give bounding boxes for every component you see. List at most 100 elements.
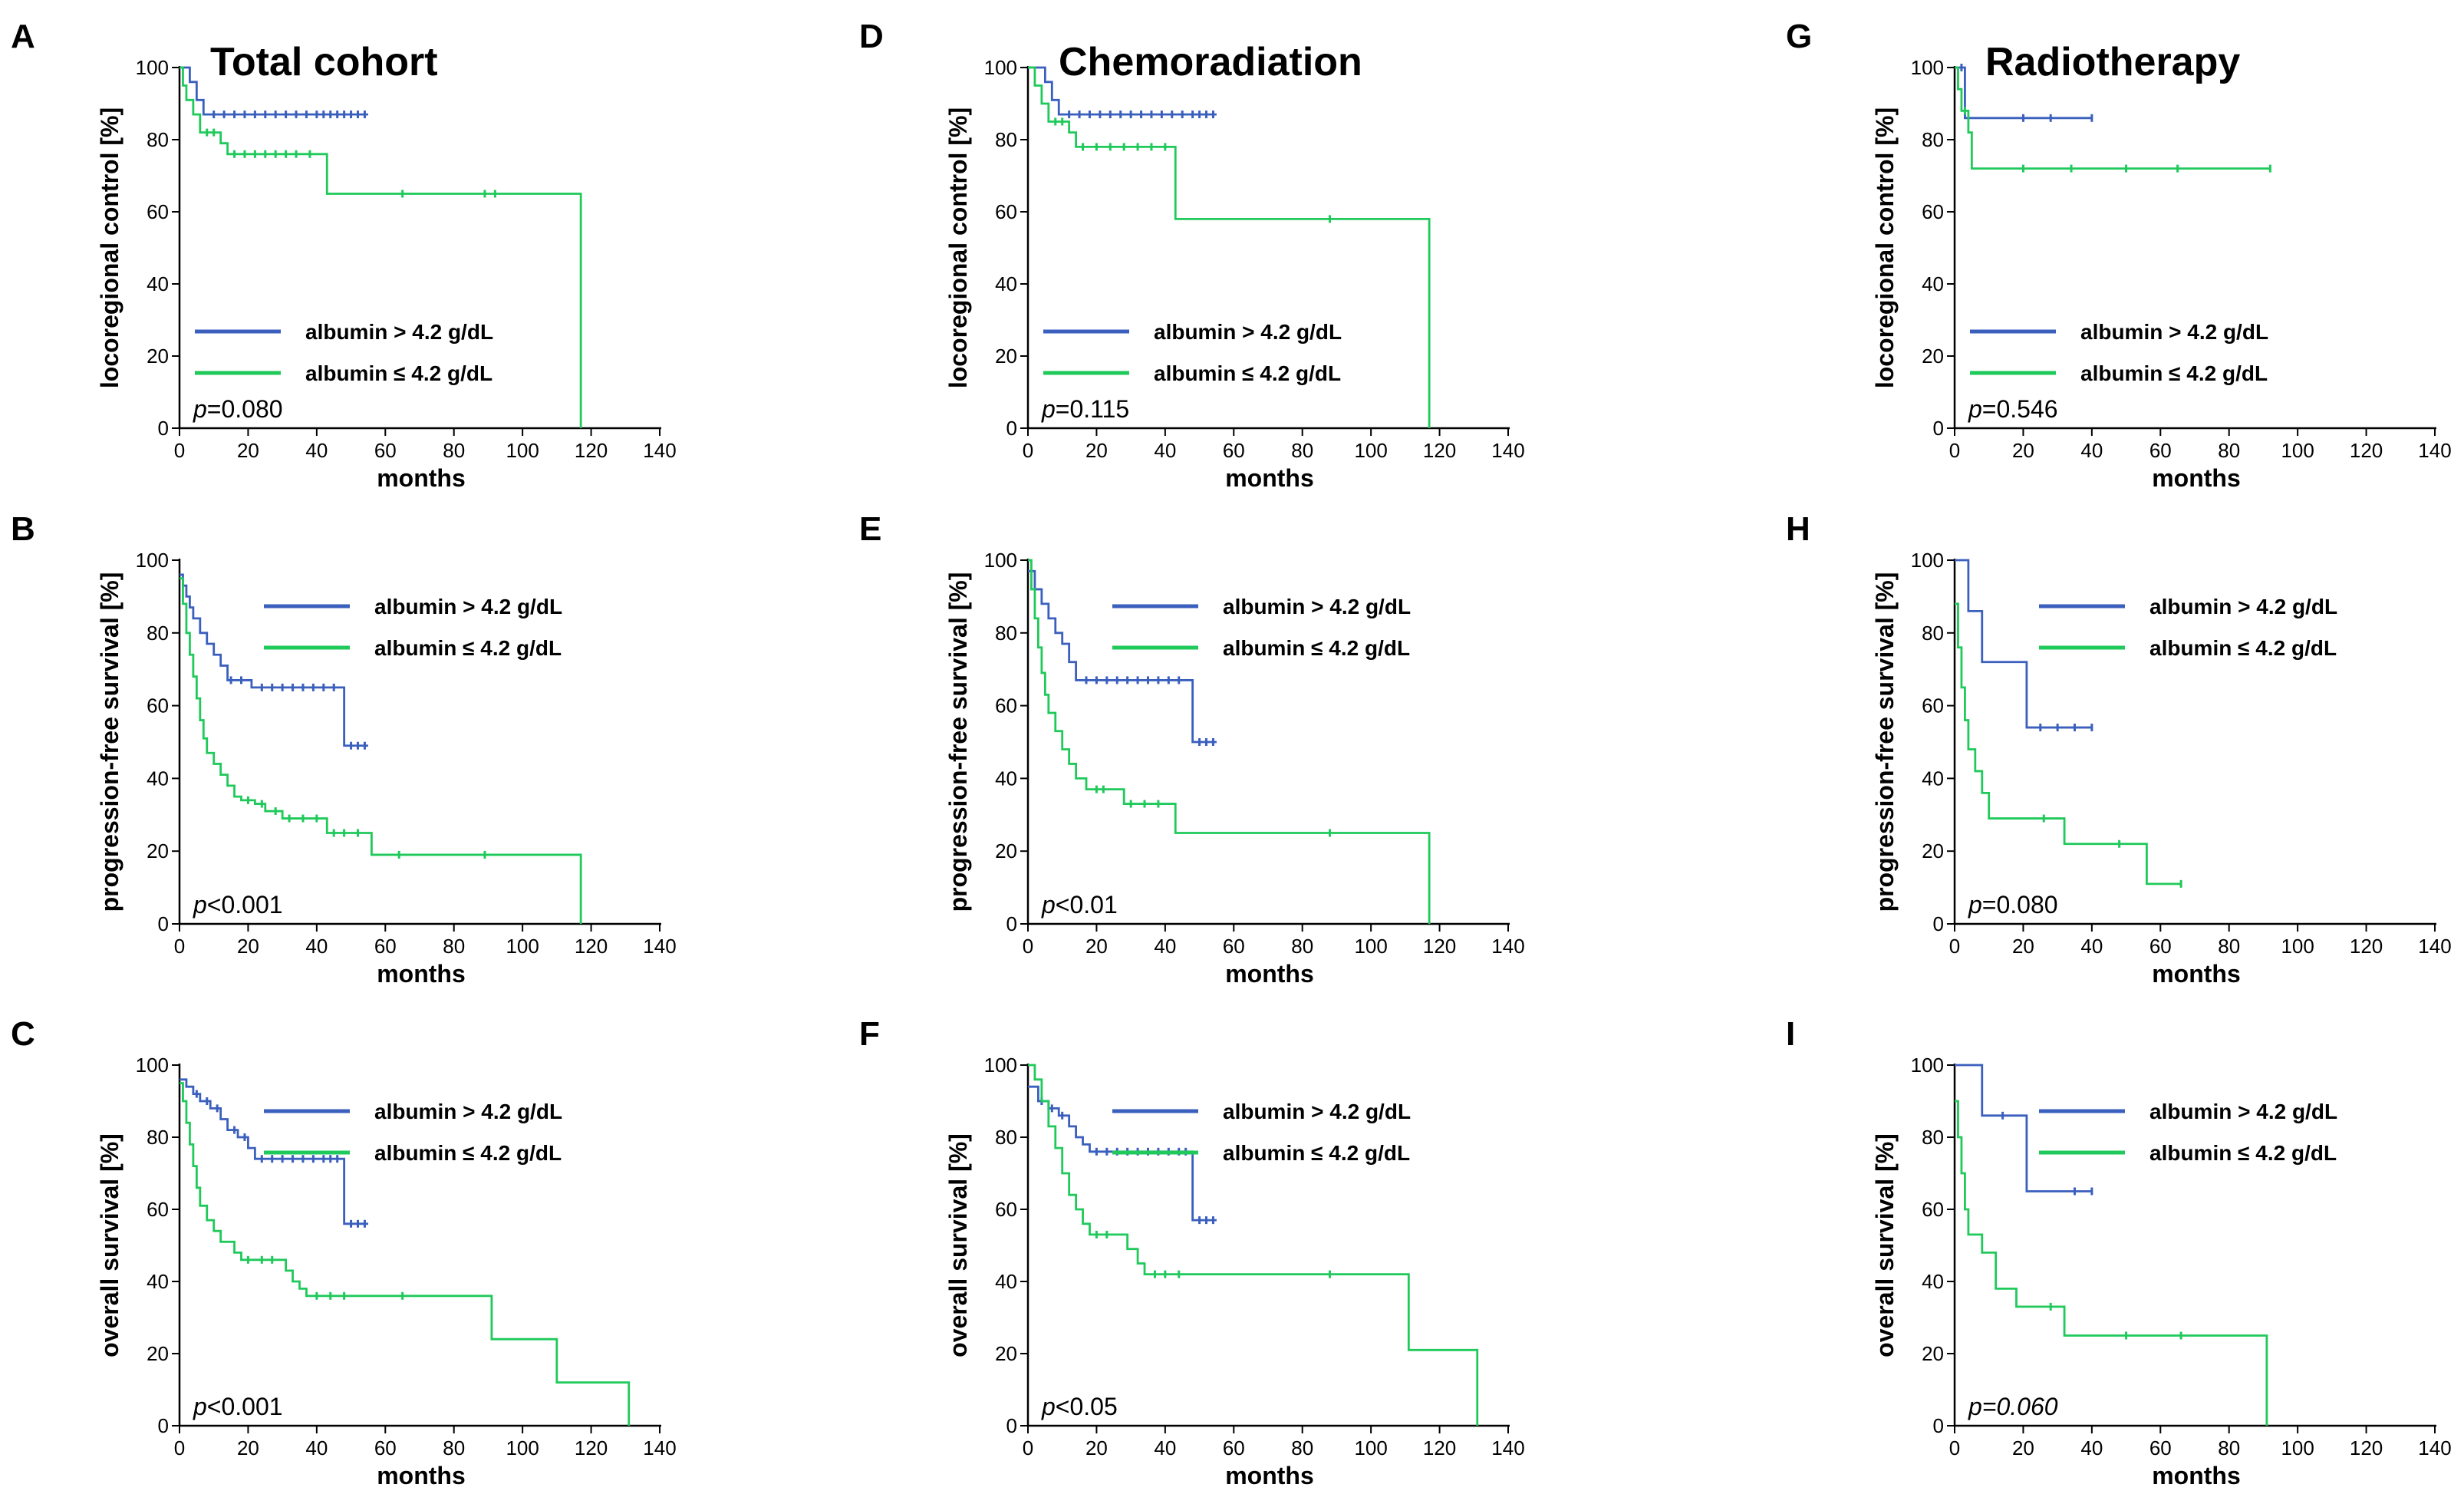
panel-e-legend: albumin > 4.2 g/dL albumin ≤ 4.2 g/dL [1112,595,1411,660]
panel-f-p-value: p<0.05 [1041,1393,1118,1420]
panel-d-y-tick-label: 0 [1006,417,1017,440]
panel-d-p-value: p=0.115 [1041,395,1129,423]
panel-b-x-tick-label: 140 [643,935,676,958]
panel-a-x-tick-label: 0 [174,439,185,462]
panel-f-x-tick-label: 60 [1223,1436,1245,1459]
panel-b-p-value: p<0.001 [193,891,283,919]
panel-g-p-value: p=0.546 [1968,395,2058,423]
panel-b-x-label: months [377,960,466,988]
panel-a-x-label: months [377,464,466,492]
panel-i-y-tick-label: 20 [1922,1342,1944,1365]
panel-g-y-tick-label: 100 [1911,56,1944,79]
panel-c-series-low-albumin-curve [180,1082,631,1426]
panel-e-y-tick-label: 0 [1006,912,1017,935]
panel-e-x-tick-label: 0 [1023,935,1033,958]
panel-g-legend-label-high: albumin > 4.2 g/dL [2080,320,2268,344]
panel-b-x-tick-label: 60 [374,935,397,958]
panel-g-x-label: months [2152,464,2241,492]
panel-c-x-tick-label: 60 [374,1436,397,1459]
panel-i-legend: albumin > 4.2 g/dL albumin ≤ 4.2 g/dL [2039,1100,2337,1165]
panel-f-y-label: overall survival [%] [944,1133,972,1357]
panel-e-x-tick-label: 120 [1423,935,1456,958]
panel-f-y-tick-label: 100 [984,1054,1017,1077]
panel-e-x-tick-label: 20 [1085,935,1108,958]
panel-g-legend-label-low: albumin ≤ 4.2 g/dL [2080,361,2268,385]
panel-g: G Radiotherapy 0 20 40 60 80 100 120 140 0 20 40 60 80… [1786,18,2452,492]
panel-e-series-low-albumin-curve [1028,559,1431,924]
panel-c-x-tick-label: 20 [237,1436,259,1459]
panel-h-x-tick-label: 140 [2418,935,2451,958]
panel-i-y-tick-label: 60 [1922,1198,1944,1221]
panel-h-y-tick-label: 100 [1911,549,1944,572]
panel-a-y-tick-label: 60 [147,200,169,223]
panel-h-x-tick-label: 20 [2012,935,2034,958]
panel-d-x-tick-label: 140 [1491,439,1524,462]
panel-d-x-tick-label: 40 [1154,439,1176,462]
panel-d-y-tick-label: 100 [984,56,1017,79]
panel-i-y-tick-label: 80 [1922,1126,1944,1149]
panel-d-x-tick-label: 60 [1223,439,1245,462]
panel-e-x-label: months [1225,960,1314,988]
panel-a-p-value: p=0.080 [193,395,283,423]
panel-b-x-tick-label: 80 [443,935,465,958]
panel-d-x-label: months [1225,464,1314,492]
panel-a-x-tick-label: 140 [643,439,676,462]
panel-g-y-tick-label: 80 [1922,128,1944,151]
panel-d-title: Chemoradiation [1059,40,1362,84]
panel-b-series-low-albumin-curve [180,577,582,924]
panel-d-x-tick-label: 100 [1354,439,1387,462]
panel-h-x-tick-label: 40 [2080,935,2103,958]
panel-h-x-tick-label: 120 [2350,935,2383,958]
panel-d-x-tick-label: 80 [1291,439,1313,462]
panel-f-series-low-albumin-curve [1028,1064,1479,1426]
panel-h-x-tick-label: 60 [2149,935,2172,958]
panel-e-y-tick-label: 40 [995,767,1017,790]
panel-g-letter: G [1786,18,1812,55]
panel-e-p-value: p<0.01 [1041,891,1118,919]
panel-f-x-tick-label: 120 [1423,1436,1456,1459]
panel-f-x-tick-label: 140 [1491,1436,1524,1459]
panel-h-legend: albumin > 4.2 g/dL albumin ≤ 4.2 g/dL [2039,595,2337,660]
panel-i-x-tick-label: 0 [1949,1436,1960,1459]
panel-a: A Total cohort 0 20 40 60 80 100 120 140 0 20 40 60 80… [11,18,677,492]
panel-i-x-label: months [2152,1462,2241,1489]
panel-g-y-tick-label: 40 [1922,272,1944,295]
panel-b-y-tick-label: 40 [147,767,169,790]
panel-d-legend-label-low: albumin ≤ 4.2 g/dL [1154,361,1341,385]
panel-f: F 0 20 40 60 80 100 120 140 0 20 40 60 80 100 months ove… [859,1015,1525,1489]
panel-b-x-tick-label: 0 [174,935,185,958]
panel-e-y-label: progression-free survival [%] [944,572,972,912]
panel-g-y-tick-label: 0 [1933,417,1944,440]
panel-e-x-tick-label: 40 [1154,935,1176,958]
panel-a-series-low-albumin-curve [180,66,582,428]
panel-d-series-high-albumin-curve [1028,66,1217,116]
panel-g-x-tick-label: 100 [2281,439,2314,462]
panel-i-series-low-albumin-curve [1955,1100,2268,1426]
panel-h-series-high-albumin-curve [1955,559,2092,729]
panel-f-x-tick-label: 20 [1085,1436,1108,1459]
panel-c-x-tick-label: 120 [575,1436,608,1459]
panel-a-x-tick-label: 80 [443,439,465,462]
panel-d-legend-label-high: albumin > 4.2 g/dL [1154,320,1342,344]
panel-h-y-tick-label: 0 [1933,912,1944,935]
panel-e-legend-label-high: albumin > 4.2 g/dL [1223,595,1411,618]
panel-a-series-high-albumin-curve [180,66,368,116]
panel-h: H 0 20 40 60 80 100 120 140 0 20 40 60 80 100 months pro… [1786,510,2452,988]
panel-e-legend-label-low: albumin ≤ 4.2 g/dL [1223,636,1410,660]
panel-f-x-tick-label: 0 [1023,1436,1033,1459]
panel-f-x-tick-label: 80 [1291,1436,1313,1459]
panel-c-x-tick-label: 80 [443,1436,465,1459]
panel-i-y-label: overall survival [%] [1871,1133,1899,1357]
panel-c-x-tick-label: 40 [305,1436,328,1459]
panel-a-y-tick-label: 100 [136,56,169,79]
panel-g-x-tick-label: 40 [2080,439,2103,462]
panel-d-y-label: locoregional control [%] [944,107,972,388]
panel-d-letter: D [859,18,884,55]
panel-e-y-tick-label: 60 [995,694,1017,717]
panel-h-legend-label-high: albumin > 4.2 g/dL [2149,595,2337,618]
panel-c-y-tick-label: 0 [158,1414,169,1437]
panel-a-x-tick-label: 40 [305,439,328,462]
panel-h-y-tick-label: 40 [1922,767,1944,790]
panel-h-y-tick-label: 80 [1922,622,1944,645]
